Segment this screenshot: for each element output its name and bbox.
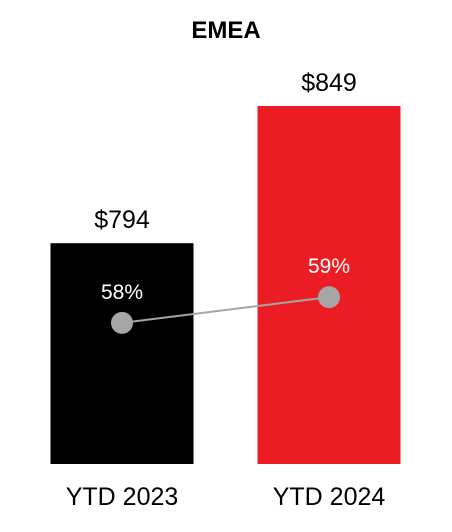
bar-value-label-ytd-2024: $849 (301, 69, 357, 97)
percentage-line (121, 296, 330, 324)
percentage-marker-ytd-2024 (318, 286, 340, 309)
chart-title: EMEA (191, 17, 260, 44)
category-label-ytd-2024: YTD 2024 (273, 483, 386, 511)
percentage-marker-ytd-2023 (111, 311, 133, 334)
category-label-ytd-2023: YTD 2023 (66, 483, 179, 511)
bar-value-label-ytd-2023: $794 (94, 206, 150, 234)
bar-ytd-2024 (257, 106, 401, 464)
percentage-label-ytd-2023: 58% (101, 281, 143, 304)
bar-ytd-2023 (50, 243, 194, 464)
percentage-label-ytd-2024: 59% (308, 255, 350, 278)
